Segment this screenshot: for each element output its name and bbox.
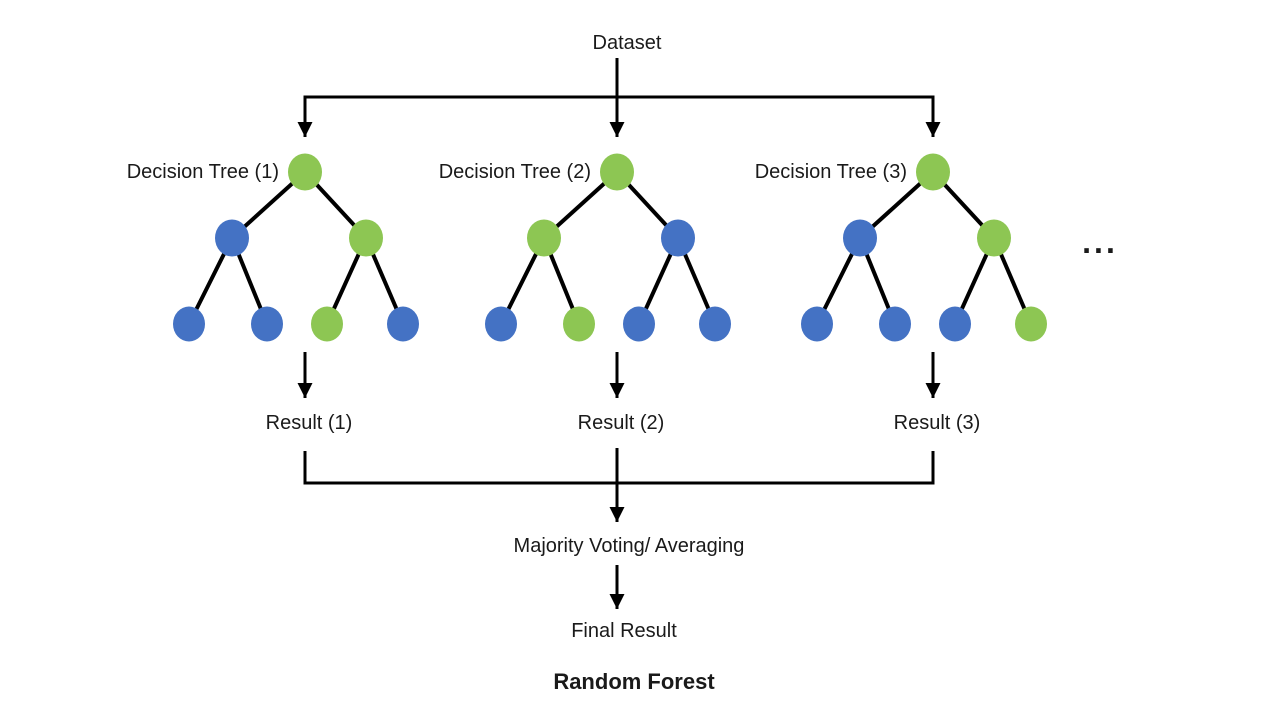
tree-node [623,306,655,342]
decision-tree-label: Decision Tree (2) [439,161,591,183]
dataset-split-connector [297,58,941,137]
tree-node [563,306,595,342]
tree-node [939,306,971,342]
tree-node [661,219,695,257]
tree-node [1015,306,1047,342]
tree-node [600,153,634,191]
tree-node [288,153,322,191]
trees-layer: Decision Tree (1)Result (1)Decision Tree… [127,153,1047,434]
tree-node [699,306,731,342]
decision-tree: Decision Tree (2) Result (2) [439,153,731,434]
dataset-label: Dataset [593,32,662,54]
tree-node [801,306,833,342]
tree-node [311,306,343,342]
tree-node [251,306,283,342]
result-label: Result (1) [266,412,353,434]
decision-tree: Decision Tree (3) Result (3) [755,153,1047,434]
tree-node [527,219,561,257]
tree-node [843,219,877,257]
aggregation-label: Majority Voting/ Averaging [514,535,745,557]
tree-node [485,306,517,342]
more-trees-ellipsis: ... [1082,224,1118,260]
decision-tree: Decision Tree (1) Result (1) [127,153,419,434]
diagram-title: Random Forest [553,669,715,694]
tree-node [349,219,383,257]
tree-node [215,219,249,257]
results-merge-connector [303,448,935,522]
result-label: Result (2) [578,412,665,434]
tree-node [173,306,205,342]
final-result-label: Final Result [571,620,677,642]
tree-node [916,153,950,191]
tree-node [879,306,911,342]
tree-node [387,306,419,342]
tree-node [977,219,1011,257]
decision-tree-label: Decision Tree (1) [127,161,279,183]
result-label: Result (3) [894,412,981,434]
decision-tree-label: Decision Tree (3) [755,161,907,183]
